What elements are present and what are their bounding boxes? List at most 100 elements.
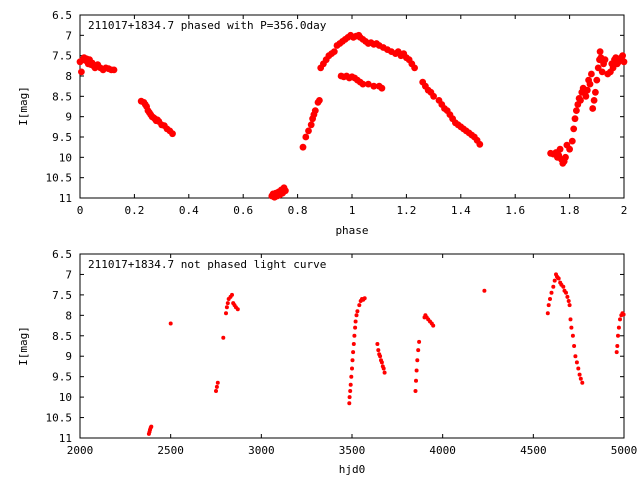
y-tick-label: 11: [59, 432, 72, 445]
data-point: [355, 309, 360, 314]
data-point: [556, 145, 564, 153]
data-point: [224, 311, 228, 316]
data-point: [615, 344, 620, 348]
chart-title: 211017+1834.7 phased with P=356.0day: [88, 19, 327, 32]
data-point: [621, 312, 626, 317]
data-point: [566, 299, 571, 303]
data-point: [214, 384, 219, 389]
data-point: [562, 153, 569, 161]
data-point: [359, 80, 367, 88]
data-point: [582, 92, 590, 100]
y-tick-label: 7: [65, 29, 72, 42]
data-point: [556, 276, 561, 281]
data-point: [578, 376, 583, 381]
phased-light-curve-panel: 0 0.2 0.4 0.6 0.8 1 1.2 1.4 1.6 1.8 2 6.5 7 7.5 8 8.5 9…: [17, 9, 628, 237]
data-point: [431, 323, 436, 328]
x-tick-label: 3500: [339, 444, 366, 457]
data-point: [168, 321, 173, 326]
data-point: [577, 372, 582, 377]
data-point: [572, 344, 577, 348]
data-point: [78, 68, 85, 76]
y-tick-label: 8.5: [52, 330, 72, 343]
data-point: [316, 97, 323, 104]
data-points: [76, 31, 628, 201]
x-tick-label: 4500: [520, 444, 547, 457]
data-point: [221, 335, 226, 340]
data-point: [482, 288, 487, 293]
y-axis-label: I[mag]: [17, 326, 30, 366]
y-axis-ticks: 6.5 7 7.5 8 8.5 9 9.5 10 10.5 11: [46, 9, 624, 205]
x-tick-label: 0: [77, 204, 84, 217]
y-tick-label: 8.5: [52, 90, 72, 103]
data-point: [225, 301, 230, 306]
data-point: [616, 333, 620, 338]
data-point: [619, 52, 626, 60]
x-tick-label: 4000: [429, 444, 456, 457]
y-tick-label: 11: [59, 192, 72, 205]
x-axis-label: hjd0: [339, 463, 366, 476]
x-tick-label: 5000: [611, 444, 638, 457]
y-tick-label: 9.5: [52, 371, 72, 384]
data-point: [590, 97, 598, 104]
data-point: [561, 284, 566, 289]
data-point: [357, 303, 362, 308]
data-point: [379, 360, 384, 365]
data-point: [378, 84, 386, 92]
data-point: [569, 325, 574, 330]
y-tick-label: 7.5: [52, 289, 72, 302]
data-point: [416, 348, 421, 353]
data-point: [576, 366, 581, 371]
data-point: [568, 137, 576, 145]
data-point: [350, 366, 354, 371]
y-tick-label: 6.5: [52, 9, 72, 22]
data-point: [110, 66, 118, 74]
data-point: [568, 317, 573, 322]
data-point: [588, 70, 595, 78]
data-point: [305, 127, 312, 135]
data-point: [351, 350, 356, 355]
x-tick-label: 0.6: [233, 204, 253, 217]
data-point: [230, 292, 234, 297]
x-tick-label: 1.4: [451, 204, 471, 217]
x-tick-label: 2000: [67, 444, 94, 457]
data-point: [570, 125, 578, 133]
data-point: [430, 92, 437, 100]
data-point: [573, 354, 578, 359]
data-point: [573, 107, 580, 114]
data-point: [589, 105, 597, 112]
data-point: [307, 121, 315, 129]
data-point: [347, 395, 352, 400]
y-tick-label: 7.5: [52, 50, 72, 63]
data-point: [414, 378, 418, 383]
data-point: [598, 68, 606, 76]
data-point: [215, 380, 220, 385]
x-axis-ticks: 2000 2500 3000 3500 4000 4500 5000: [67, 254, 638, 457]
data-point: [330, 48, 338, 55]
data-point: [548, 297, 552, 301]
data-point: [378, 354, 383, 359]
x-axis-label: phase: [335, 224, 368, 237]
y-tick-label: 10: [59, 391, 72, 404]
data-point: [417, 339, 422, 344]
data-point: [311, 107, 319, 114]
x-tick-label: 1.8: [560, 204, 580, 217]
data-point: [354, 313, 359, 318]
data-point: [596, 48, 604, 55]
data-point: [551, 284, 556, 289]
data-point: [618, 317, 622, 322]
data-point: [586, 80, 594, 88]
data-point: [349, 374, 354, 379]
x-axis-ticks: 0 0.2 0.4 0.6 0.8 1 1.2 1.4 1.6 1.8 2: [77, 15, 627, 217]
data-point: [552, 278, 557, 283]
data-point: [415, 358, 420, 363]
y-tick-label: 7: [65, 268, 72, 281]
data-point: [352, 333, 357, 338]
y-tick-label: 9: [65, 111, 72, 124]
data-point: [411, 64, 418, 72]
y-tick-label: 10.5: [46, 412, 73, 425]
data-point: [224, 305, 229, 310]
x-tick-label: 0.8: [288, 204, 308, 217]
chart-title: 211017+1834.7 not phased light curve: [88, 258, 326, 271]
data-point: [235, 307, 240, 312]
